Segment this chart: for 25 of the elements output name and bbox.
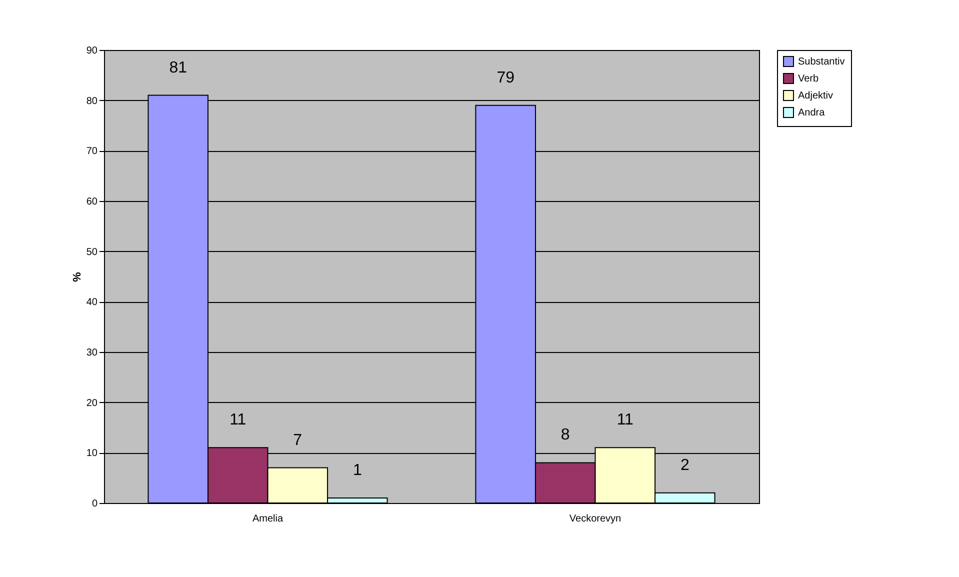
y-axis-title: % [71,272,84,282]
data-label: 79 [496,69,515,86]
y-tick-label: 50 [86,246,98,258]
data-label: 81 [169,59,188,76]
legend-label: Substantiv [798,56,845,68]
data-label: 7 [293,432,302,449]
x-tick-label: Amelia [252,514,284,524]
data-label: 8 [560,426,570,444]
legend-label: Andra [798,108,826,118]
data-label: 11 [230,412,246,429]
data-label: 2 [680,456,690,474]
y-tick-label: 90 [86,46,98,56]
y-tick-label: 40 [86,297,98,308]
y-tick-label: 60 [86,196,98,208]
y-tick-label: 0 [92,498,98,510]
y-tick-label: 70 [86,146,98,158]
legend-label: Verb [798,74,820,84]
y-tick-label: 80 [86,96,98,107]
legend-label: Adjektiv [798,90,834,102]
data-label: 1 [352,462,362,479]
data-label: 11 [616,412,634,429]
y-tick-label: 10 [86,448,98,460]
y-tick-label: 20 [86,398,98,409]
x-tick-label: Veckorevyn [569,514,622,524]
y-tick-label: 30 [86,348,98,358]
